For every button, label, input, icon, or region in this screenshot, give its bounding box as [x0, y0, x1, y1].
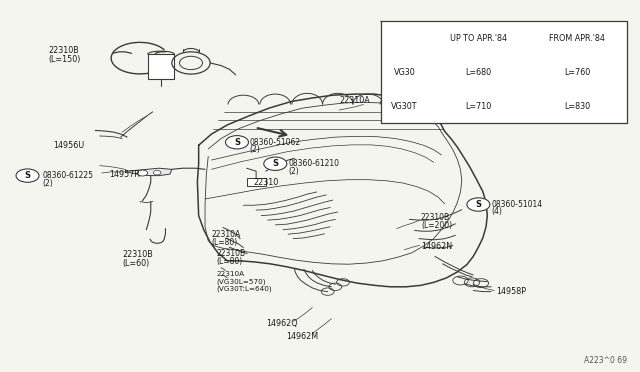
- Text: 22310B: 22310B: [421, 213, 450, 222]
- Text: 14956U: 14956U: [53, 141, 84, 150]
- Text: 14958P: 14958P: [496, 287, 526, 296]
- Text: (VG30L=570): (VG30L=570): [216, 278, 266, 285]
- Text: 08360-51062: 08360-51062: [250, 138, 301, 147]
- Text: 22310A: 22310A: [216, 271, 244, 277]
- Circle shape: [467, 198, 490, 211]
- Bar: [381, 21, 627, 124]
- Text: 08360-61210: 08360-61210: [288, 159, 339, 168]
- Text: (2): (2): [288, 167, 299, 176]
- Text: 22310A: 22310A: [339, 96, 370, 105]
- Circle shape: [16, 169, 39, 182]
- Text: 14962N: 14962N: [421, 241, 452, 250]
- Text: (L=150): (L=150): [49, 55, 81, 64]
- Text: 08360-61225: 08360-61225: [42, 171, 93, 180]
- Bar: [246, 178, 266, 186]
- Text: S: S: [24, 171, 31, 180]
- Text: 14962Q: 14962Q: [266, 320, 298, 328]
- Text: 14962M: 14962M: [286, 331, 318, 341]
- Text: L=680: L=680: [465, 68, 491, 77]
- Text: 08360-51014: 08360-51014: [491, 200, 542, 209]
- Text: 22310B: 22310B: [122, 250, 153, 259]
- Text: A223^0 69: A223^0 69: [584, 356, 627, 365]
- Text: 22310A: 22310A: [211, 230, 241, 239]
- Text: FROM APR.'84: FROM APR.'84: [549, 33, 605, 43]
- Circle shape: [154, 170, 161, 175]
- Text: S: S: [476, 200, 481, 209]
- Circle shape: [138, 170, 148, 176]
- Text: (L=80): (L=80): [216, 257, 243, 266]
- Text: L=760: L=760: [564, 68, 590, 77]
- Text: S: S: [234, 138, 240, 147]
- Text: 22310B: 22310B: [216, 249, 246, 258]
- Text: 22310: 22310: [253, 178, 278, 187]
- Text: (L=80): (L=80): [211, 238, 237, 247]
- Text: L=710: L=710: [465, 102, 491, 111]
- Bar: [148, 54, 174, 78]
- Circle shape: [225, 136, 248, 149]
- Text: (2): (2): [42, 179, 53, 187]
- Text: (VG30T:L=640): (VG30T:L=640): [216, 286, 272, 292]
- Polygon shape: [127, 168, 172, 176]
- Text: 22310B: 22310B: [49, 46, 79, 55]
- Text: UP TO APR.'84: UP TO APR.'84: [449, 33, 506, 43]
- Text: (L=200): (L=200): [421, 221, 452, 230]
- Text: L=830: L=830: [564, 102, 590, 111]
- Text: (L=60): (L=60): [122, 259, 149, 268]
- Text: S: S: [272, 159, 278, 168]
- Text: VG30: VG30: [394, 68, 415, 77]
- Text: VG30T: VG30T: [392, 102, 418, 111]
- Text: 14957R: 14957R: [109, 170, 140, 179]
- Text: (2): (2): [250, 145, 260, 154]
- Text: (4): (4): [491, 208, 502, 217]
- Circle shape: [264, 157, 287, 170]
